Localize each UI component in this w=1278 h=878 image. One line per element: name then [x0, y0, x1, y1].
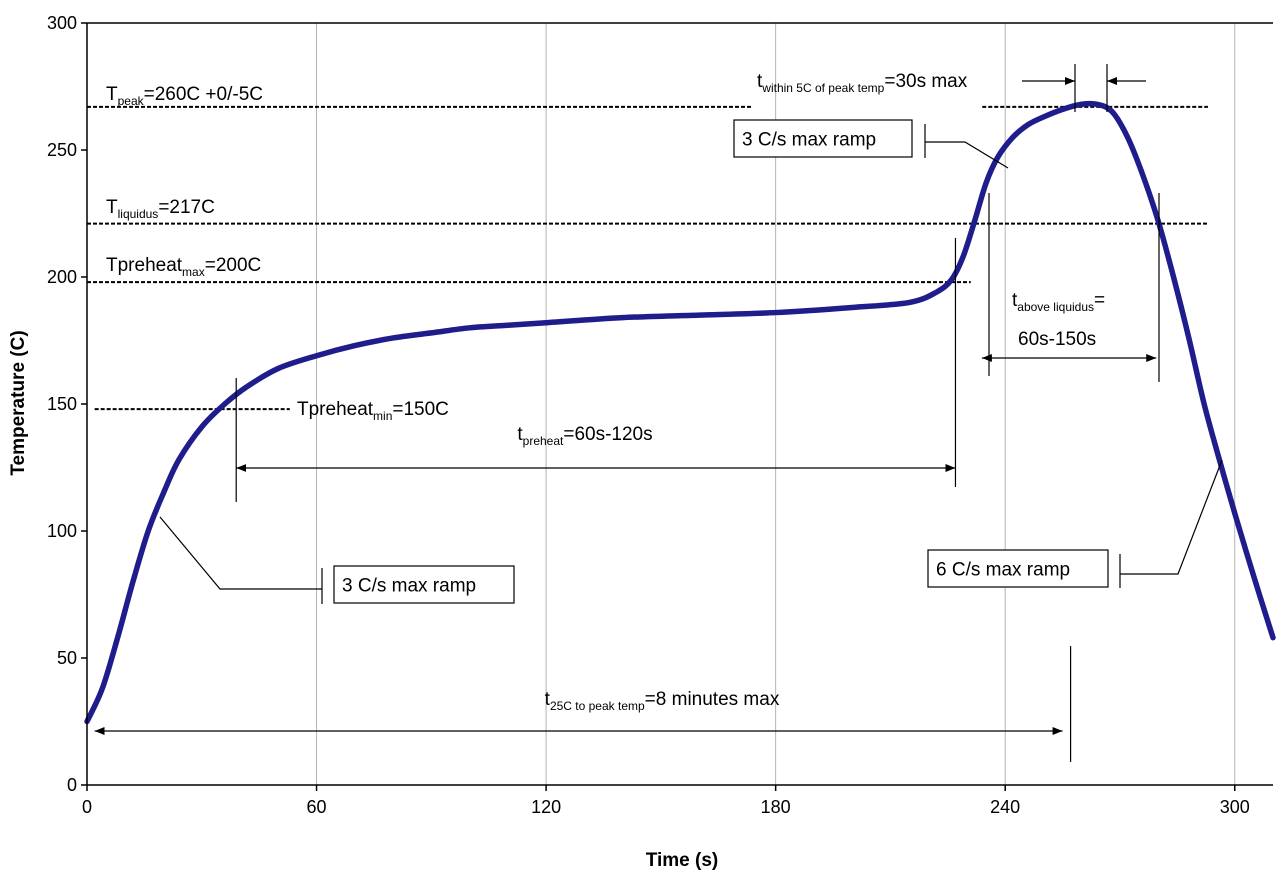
temperature-curve — [84, 100, 1276, 725]
ref-label-liquidus-main: T — [106, 197, 118, 218]
temperature-profile-line — [84, 100, 1276, 725]
tabove-label-sub: above liquidus — [1017, 300, 1094, 314]
twithin-label: twithin 5C of peak temp=30s max — [757, 71, 968, 95]
x-tick-label-60: 60 — [307, 797, 327, 817]
ref-label-preheat-min-sub: min — [373, 409, 392, 423]
twithin-label-main: t — [757, 71, 763, 92]
ramp-up-1-leader — [159, 516, 322, 590]
twithin-label-rest: =30s max — [884, 71, 967, 92]
ramp-down-leader — [1120, 459, 1223, 575]
y-tick-label-150: 150 — [47, 394, 77, 414]
tpreheat-label: tpreheat=60s-120s — [517, 424, 652, 448]
ramp-up-2-leader — [925, 141, 1009, 169]
t25c-label: t25C to peak temp=8 minutes max — [545, 689, 780, 713]
tpreheat-label-main: t — [517, 424, 523, 445]
ref-label-preheat-max-rest: =200C — [205, 255, 262, 276]
x-tick-label-300: 300 — [1220, 797, 1250, 817]
tabove-label: tabove liquidus= — [1012, 290, 1105, 314]
tabove-label-main: t — [1012, 290, 1018, 311]
ramp-down-box — [927, 549, 1109, 588]
x-tick-label-240: 240 — [990, 797, 1020, 817]
ref-label-peak: Tpeak=260C +0/-5C — [106, 84, 263, 108]
ramp-down-text: 6 C/s max ramp — [936, 560, 1070, 581]
x-tick-label-120: 120 — [531, 797, 561, 817]
y-tick-label-0: 0 — [67, 775, 77, 795]
tpreheat-label-sub: preheat — [523, 434, 564, 448]
t25c-label-main: t — [545, 689, 551, 710]
x-tick-label-0: 0 — [82, 797, 92, 817]
ref-label-preheat-min-main: Tpreheat — [297, 399, 374, 420]
ref-label-liquidus: Tliquidus=217C — [106, 197, 215, 221]
tpreheat-label-rest: =60s-120s — [563, 424, 652, 445]
y-tick-label-250: 250 — [47, 140, 77, 160]
ref-label-preheat-max: Tpreheatmax=200C — [106, 255, 261, 279]
annotations: t25C to peak temp=8 minutes maxtpreheat=… — [94, 64, 1223, 762]
ramp-up-2-box — [733, 119, 913, 158]
ref-label-peak-main: T — [106, 84, 118, 105]
y-axis-title: Temperature (C) — [8, 330, 29, 475]
tabove-label-rest: = — [1094, 290, 1105, 311]
ref-label-preheat-min-rest: =150C — [392, 399, 449, 420]
t25c-label-sub: 25C to peak temp — [550, 699, 645, 713]
y-tick-label-50: 50 — [57, 648, 77, 668]
y-tick-label-200: 200 — [47, 267, 77, 287]
ref-label-preheat-max-sub: max — [182, 265, 205, 279]
twithin-label-sub: within 5C of peak temp — [761, 81, 884, 95]
ramp-up-2-text: 3 C/s max ramp — [742, 130, 876, 151]
x-tick-label-180: 180 — [761, 797, 791, 817]
ref-label-liquidus-sub: liquidus — [118, 207, 159, 221]
ref-label-peak-rest: =260C +0/-5C — [144, 84, 263, 105]
ref-label-liquidus-rest: =217C — [158, 197, 215, 218]
y-tick-label-300: 300 — [47, 13, 77, 33]
ref-label-preheat-min: Tpreheatmin=150C — [297, 399, 449, 423]
axis-labels: Time (s) Temperature (C) — [8, 330, 718, 871]
ramp-up-1-text: 3 C/s max ramp — [342, 576, 476, 597]
ramp-up-1-box — [333, 565, 515, 604]
tabove-label-line2: 60s-150s — [1018, 329, 1096, 350]
reference-lines: Tpeak=260C +0/-5CTliquidus=217CTpreheatm… — [87, 84, 1208, 423]
ref-label-peak-sub: peak — [118, 94, 145, 108]
y-tick-label-100: 100 — [47, 521, 77, 541]
ref-label-preheat-max-main: Tpreheat — [106, 255, 183, 276]
t25c-label-rest: =8 minutes max — [645, 689, 780, 710]
x-axis-title: Time (s) — [646, 850, 719, 871]
axes: 0 50 100 150 200 250 300 0 60 120 180 240 300 — [47, 13, 1273, 817]
